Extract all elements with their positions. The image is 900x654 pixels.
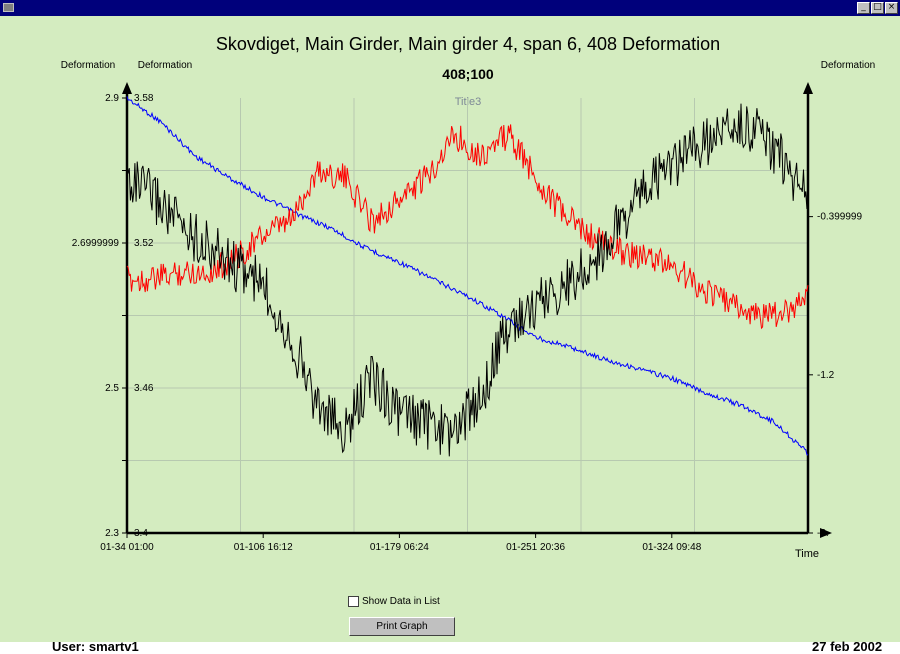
series-line-3 <box>126 103 809 457</box>
left-inner-tick-label: 3.4 <box>134 528 148 539</box>
left-axis-arrow <box>122 82 132 94</box>
print-graph-button[interactable]: Print Graph <box>349 617 455 636</box>
deformation-chart: Skovdiget, Main Girder, Main girder 4, s… <box>61 34 875 560</box>
left-inner-tick-label: 3.46 <box>134 383 154 394</box>
left-outer-tick-label: 2.5 <box>105 383 119 394</box>
series-line-1 <box>126 96 809 456</box>
x-tick-label: 01-106 16:12 <box>234 542 293 553</box>
x-tick-label: 01-34 01:00 <box>100 542 154 553</box>
x-axis-label: Time <box>795 548 819 560</box>
graph-window-client: Skovdiget, Main Girder, Main girder 4, s… <box>0 16 900 654</box>
close-button[interactable]: × <box>885 2 898 14</box>
minimize-button[interactable]: _ <box>857 2 870 14</box>
left-outer-tick-label: 2.3 <box>105 528 119 539</box>
maximize-button[interactable]: □ <box>871 2 884 14</box>
chart-subtitle: 408;100 <box>442 66 494 82</box>
left-outer-axis-label: Deformation <box>61 60 115 71</box>
app-icon <box>3 3 14 12</box>
left-outer-tick-label: 2.9 <box>105 93 119 104</box>
x-tick-label: 01-179 06:24 <box>370 542 429 553</box>
right-axis-label: Deformation <box>821 60 875 71</box>
title-bar: _ □ × <box>0 0 900 16</box>
left-inner-tick-label: 3.52 <box>134 238 154 249</box>
series-line-2 <box>126 124 809 330</box>
x-axis-arrow <box>820 528 832 538</box>
left-inner-axis-label: Deformation <box>138 60 192 71</box>
right-tick-label: -2. <box>817 528 829 539</box>
show-data-checkbox[interactable] <box>348 595 359 607</box>
grid <box>127 98 808 533</box>
series <box>126 96 809 457</box>
axes: 2.9 2.6999999 2.5 2.3 3.58 3.52 3.46 3.4 -0.3999… <box>72 82 862 553</box>
show-data-checkbox-row[interactable]: Show Data in List <box>348 594 440 608</box>
left-outer-tick-label: 2.6999999 <box>72 238 120 249</box>
show-data-label: Show Data in List <box>362 595 440 607</box>
date-label: 27 feb 2002 <box>812 639 883 654</box>
chart-title: Skovdiget, Main Girder, Main girder 4, s… <box>216 34 720 54</box>
user-label: User: smartv1 <box>52 639 139 654</box>
right-tick-label: -1.2 <box>817 370 835 381</box>
x-tick-label: 01-324 09:48 <box>642 542 701 553</box>
x-tick-label: 01-251 20:36 <box>506 542 565 553</box>
right-tick-label: -0.399999 <box>817 212 862 223</box>
right-axis-arrow <box>803 82 813 94</box>
left-inner-tick-label: 3.58 <box>134 93 154 104</box>
